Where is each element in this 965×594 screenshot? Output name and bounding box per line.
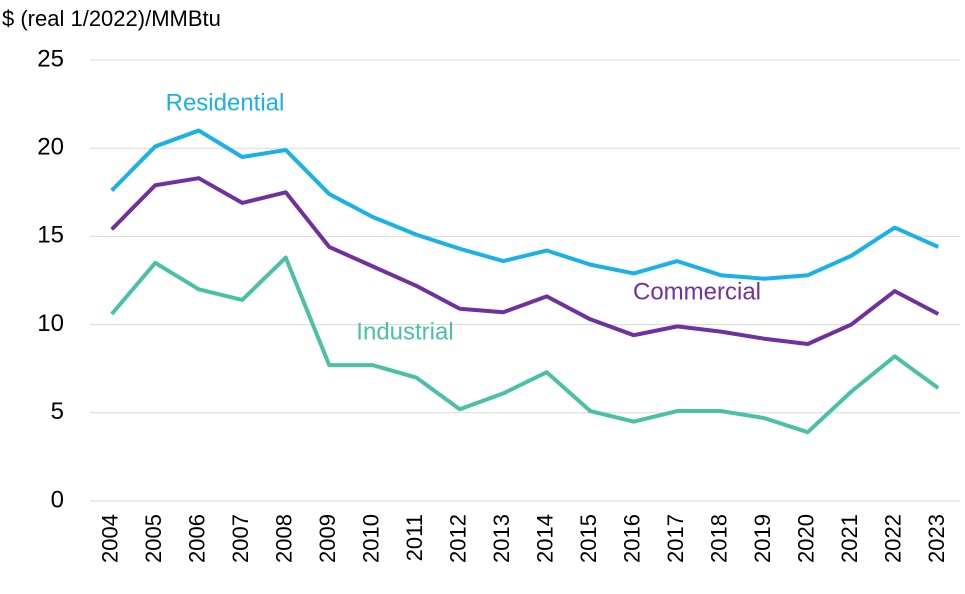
y-tick-label: 5: [51, 398, 64, 425]
x-tick-label: 2019: [750, 514, 775, 563]
x-tick-label: 2012: [446, 514, 471, 563]
x-tick-label: 2020: [794, 514, 819, 563]
x-tick-label: 2013: [489, 514, 514, 563]
x-tick-label: 2023: [924, 514, 949, 563]
y-tick-label: 20: [37, 134, 64, 161]
y-tick-label: 10: [37, 310, 64, 337]
y-tick-label: 0: [51, 486, 64, 513]
x-tick-label: 2009: [315, 514, 340, 563]
y-tick-label: 25: [37, 45, 64, 72]
x-tick-label: 2005: [141, 514, 166, 563]
series-line: [110, 176, 940, 347]
y-axis-label: $ (real 1/2022)/MMBtu: [2, 6, 221, 31]
x-tick-label: 2014: [533, 514, 558, 563]
series-label: Industrial: [356, 318, 453, 345]
series-line: [110, 255, 940, 435]
x-tick-label: 2011: [402, 514, 427, 561]
x-tick-label: 2008: [272, 514, 297, 563]
x-tick-label: 2018: [707, 514, 732, 563]
series-label: Commercial: [633, 278, 761, 305]
x-tick-label: 2017: [663, 514, 688, 563]
series-line: [110, 128, 940, 281]
x-tick-label: 2015: [576, 514, 601, 563]
x-tick-label: 2021: [837, 514, 862, 563]
y-tick-label: 15: [37, 222, 64, 249]
x-tick-label: 2007: [228, 514, 253, 563]
x-tick-label: 2006: [185, 514, 210, 563]
x-tick-label: 2004: [98, 514, 123, 563]
x-tick-label: 2016: [620, 514, 645, 563]
x-tick-label: 2022: [881, 514, 906, 563]
series-label: Residential: [166, 89, 285, 116]
x-tick-label: 2010: [359, 514, 384, 563]
